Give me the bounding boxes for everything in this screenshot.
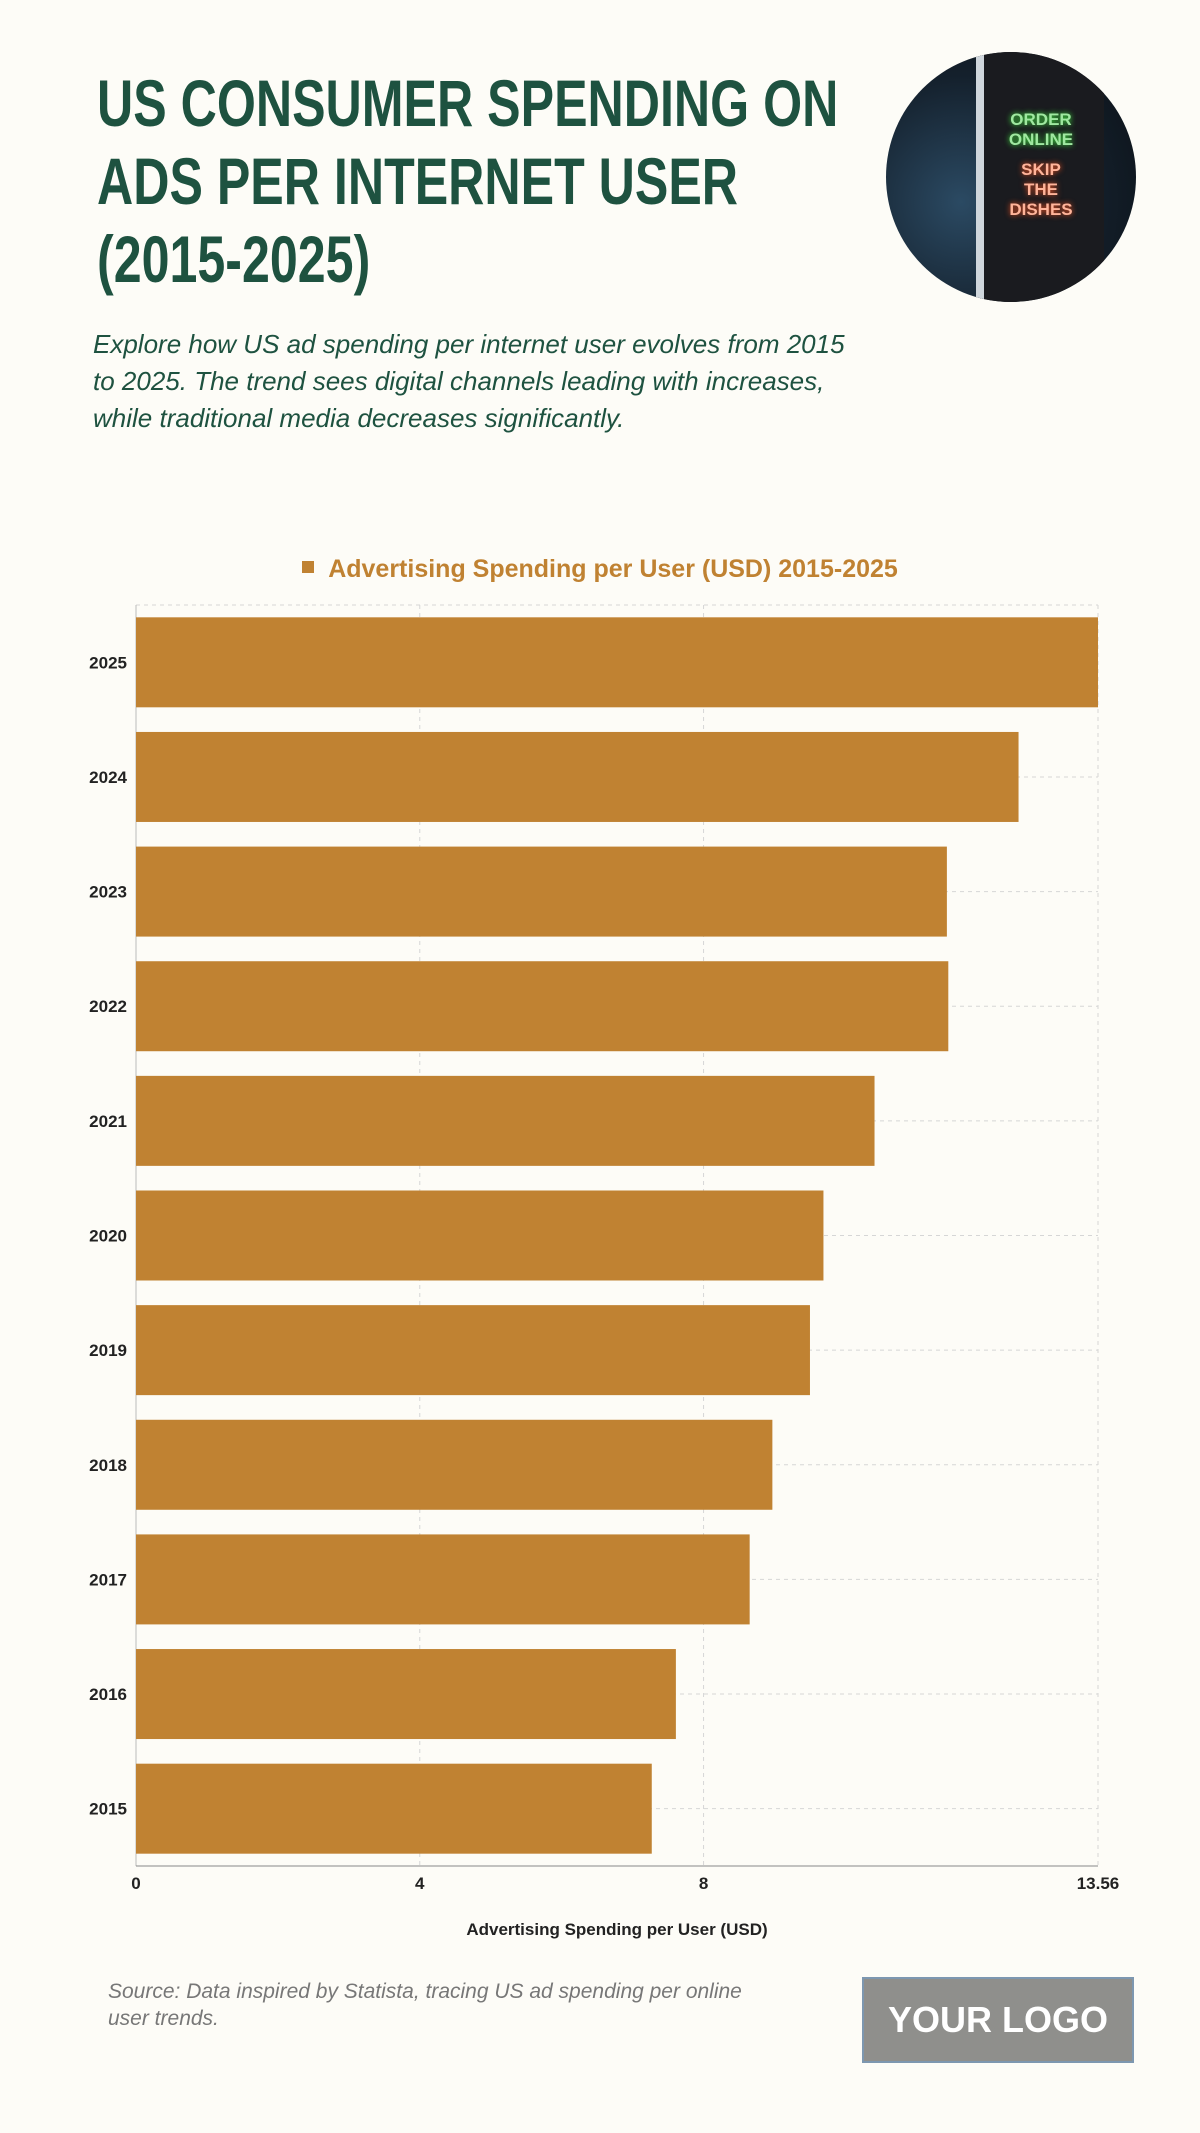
- source-note: Source: Data inspired by Statista, traci…: [108, 1980, 742, 2030]
- header-photo: ORDER ONLINE SKIP THE DISHES: [886, 52, 1136, 302]
- x-tick-label: 8: [699, 1874, 708, 1893]
- subtitle: Explore how US ad spending per internet …: [93, 329, 845, 433]
- y-tick-label: 2022: [89, 997, 127, 1016]
- legend-label: Advertising Spending per User (USD) 2015…: [328, 555, 898, 583]
- y-tick-label: 2017: [89, 1570, 127, 1589]
- neon-sign-line: THE: [1024, 180, 1058, 199]
- door-shape: [976, 52, 1104, 302]
- y-tick-label: 2025: [89, 653, 127, 672]
- logo-placeholder: YOUR LOGO: [862, 1977, 1134, 2063]
- x-axis-title: Advertising Spending per User (USD): [466, 1920, 767, 1939]
- bar-2015: [136, 1763, 652, 1854]
- bar-2024: [136, 731, 1019, 822]
- x-tick-label: 0: [131, 1874, 140, 1893]
- y-tick-label: 2018: [89, 1456, 127, 1475]
- bar-2022: [136, 961, 949, 1052]
- y-tick-label: 2019: [89, 1341, 127, 1360]
- bar-2019: [136, 1305, 810, 1396]
- title-line: US CONSUMER SPENDING ON: [97, 66, 839, 140]
- neon-sign-line: DISHES: [1009, 200, 1073, 219]
- neon-sign-line: SKIP: [1021, 160, 1061, 179]
- legend-swatch: [302, 561, 315, 574]
- bar-2025: [136, 617, 1098, 708]
- chart-legend: Advertising Spending per User (USD) 2015…: [0, 555, 1200, 584]
- y-tick-label: 2023: [89, 883, 127, 902]
- bar-2023: [136, 846, 947, 937]
- title-line: (2015-2025): [97, 222, 371, 296]
- y-tick-label: 2016: [89, 1685, 127, 1704]
- title-line: ADS PER INTERNET USER: [97, 144, 739, 218]
- bar-2021: [136, 1075, 875, 1166]
- y-tick-label: 2015: [89, 1800, 127, 1819]
- bar-2018: [136, 1419, 773, 1510]
- y-tick-label: 2024: [89, 768, 127, 787]
- x-tick-label: 4: [415, 1874, 425, 1893]
- y-tick-label: 2020: [89, 1227, 127, 1246]
- y-tick-label: 2021: [89, 1112, 127, 1131]
- neon-sign-line: ORDER: [1010, 110, 1072, 129]
- x-tick-label: 13.56: [1077, 1874, 1120, 1893]
- bar-2016: [136, 1649, 676, 1740]
- neon-sign-line: ONLINE: [1008, 130, 1074, 149]
- bar-2017: [136, 1534, 750, 1625]
- bar-2020: [136, 1190, 824, 1281]
- page-title: US CONSUMER SPENDING ON ADS PER INTERNET…: [97, 64, 857, 298]
